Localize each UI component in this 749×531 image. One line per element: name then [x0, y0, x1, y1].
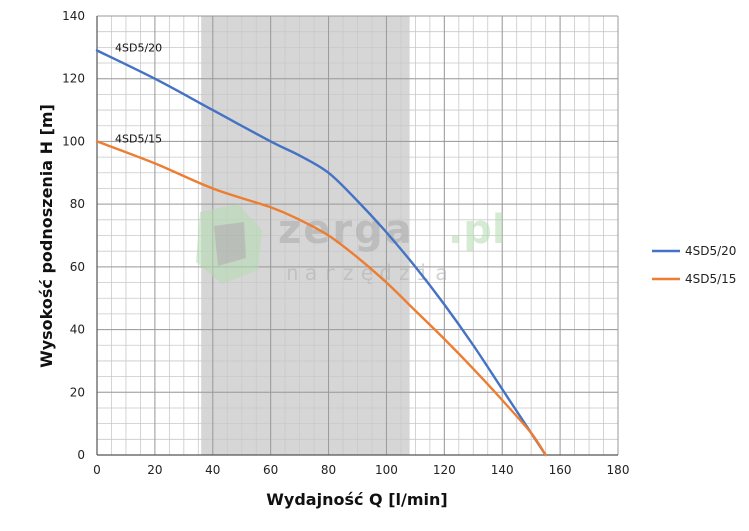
y-tick-label: 120: [62, 72, 85, 86]
y-tick-labels: 0 20 40 60 80 100 120 140: [62, 9, 85, 462]
y-tick-label: 100: [62, 134, 85, 148]
legend-label: 4SD5/15: [685, 272, 736, 286]
data-series: [95, 49, 547, 457]
x-axis-title: Wydajność Q [l/min]: [266, 490, 447, 509]
x-tick-label: 20: [147, 463, 162, 477]
watermark: zerga .pl narzędzia: [196, 204, 506, 285]
x-tick-label: 0: [93, 463, 101, 477]
watermark-logo-shape: [196, 204, 262, 284]
x-tick-label: 140: [491, 463, 514, 477]
curve-annotation: 4SD5/15: [115, 132, 162, 145]
x-tick-label: 100: [375, 463, 398, 477]
y-tick-label: 0: [77, 448, 85, 462]
x-tick-labels: 0 20 40 60 80 100 120 140 160 180: [93, 463, 629, 477]
y-tick-label: 140: [62, 9, 85, 23]
watermark-brand: zerga: [278, 207, 414, 253]
y-tick-label: 20: [70, 385, 85, 399]
legend-label: 4SD5/20: [685, 244, 736, 258]
x-tick-label: 60: [263, 463, 278, 477]
x-tick-label: 80: [321, 463, 336, 477]
watermark-tagline: narzędzia: [286, 261, 454, 285]
x-tick-label: 40: [205, 463, 220, 477]
y-tick-label: 80: [70, 197, 85, 211]
x-tick-label: 160: [549, 463, 572, 477]
curve-annotations: 4SD5/20 4SD5/15: [115, 41, 162, 145]
series-line-4SD5/15: [95, 140, 547, 457]
y-axis-title: Wysokość podnoszenia H [m]: [37, 104, 56, 368]
y-tick-label: 40: [70, 323, 85, 337]
legend: 4SD5/20 4SD5/15: [652, 244, 736, 286]
x-tick-label: 120: [433, 463, 456, 477]
watermark-tld: .pl: [448, 207, 506, 253]
y-tick-label: 60: [70, 260, 85, 274]
x-tick-label: 180: [607, 463, 630, 477]
axes: [96, 16, 618, 456]
series-line-4SD5/20: [95, 49, 547, 457]
curve-annotation: 4SD5/20: [115, 41, 162, 54]
watermark-logo-inner: [214, 222, 246, 266]
